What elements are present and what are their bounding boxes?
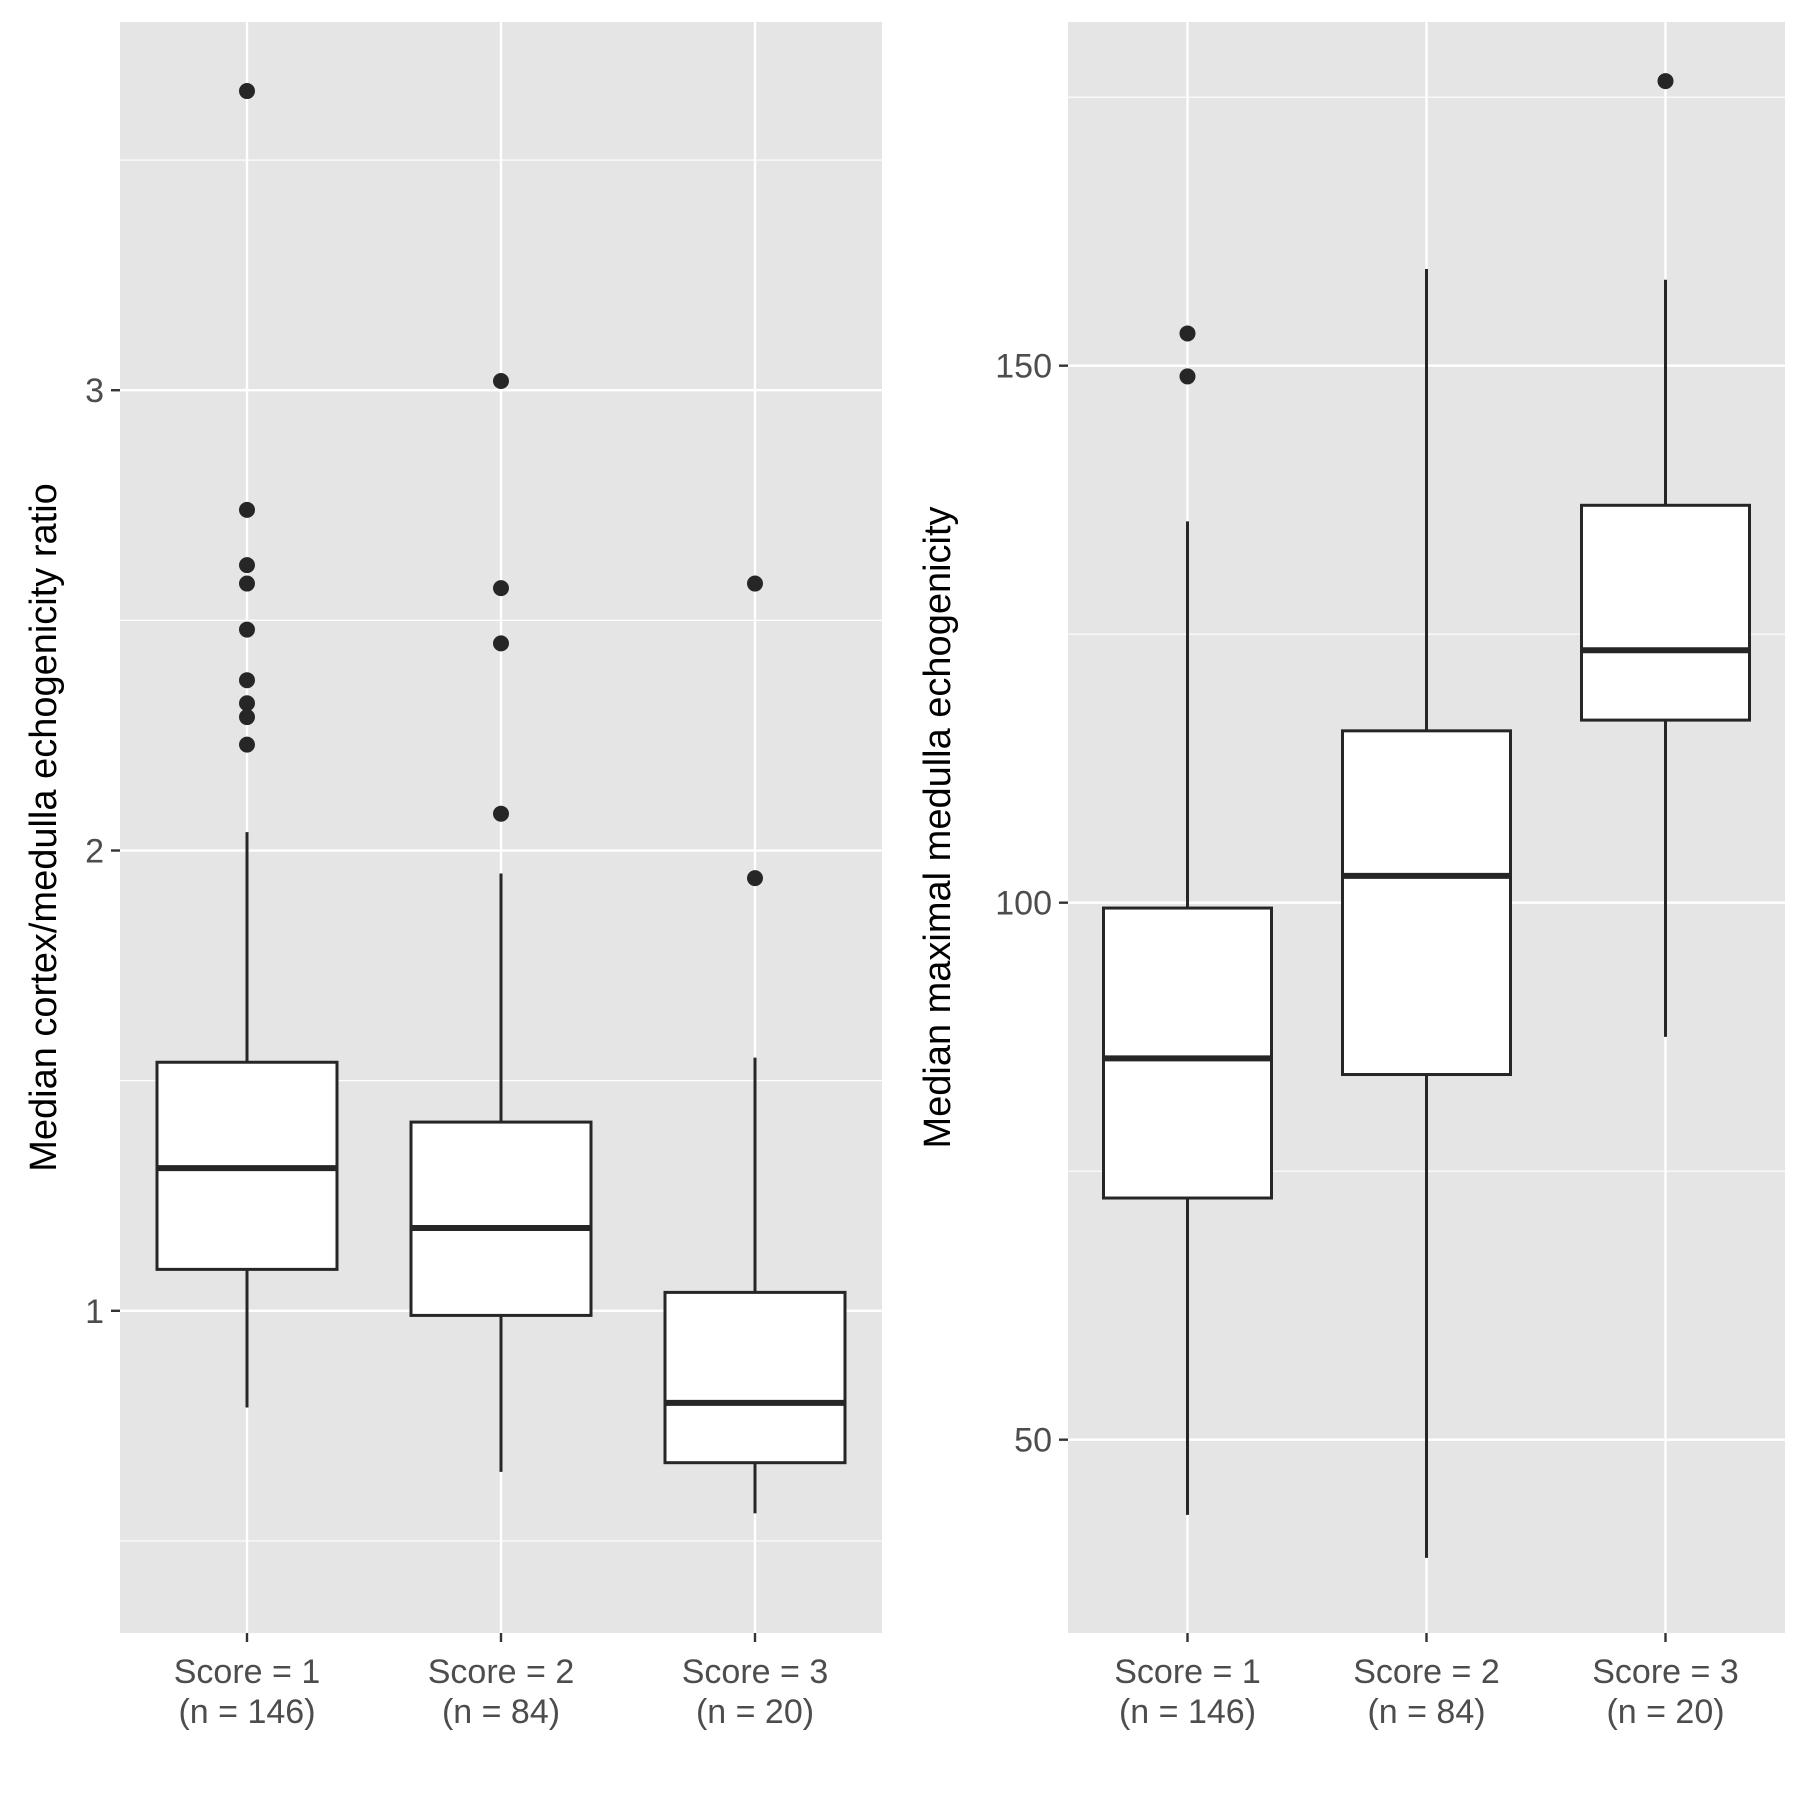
outlier-point [239, 501, 255, 518]
x-tick-label: Score = 3 (n = 20) [682, 1653, 828, 1731]
box-1 [1102, 325, 1273, 1515]
x-tick-label-line: Score = 1 [174, 1653, 320, 1691]
x-tick-label-line: Score = 1 [1114, 1653, 1260, 1691]
outlier-point [747, 575, 763, 592]
x-tick-label-line: (n = 146) [1119, 1693, 1256, 1731]
outlier-point [239, 709, 255, 726]
box-2 [1341, 269, 1512, 1558]
outlier-point [239, 557, 255, 574]
y-tick-label: 150 [995, 348, 1052, 386]
outlier-point [239, 83, 255, 100]
x-tick-label: Score = 1 (n = 146) [1114, 1653, 1260, 1731]
x-tick-label-line: (n = 146) [178, 1693, 315, 1731]
box-2 [409, 373, 593, 1472]
x-tick-label-line: Score = 2 [428, 1653, 574, 1691]
box-iqr [1580, 503, 1751, 722]
x-tick-label-line: Score = 3 [1592, 1653, 1738, 1691]
y-tick-label: 50 [1014, 1422, 1052, 1460]
outlier-point [493, 373, 509, 390]
y-tick-label: 100 [995, 885, 1052, 923]
x-tick-label: Score = 2 (n = 84) [1353, 1653, 1499, 1731]
x-tick-label-line: (n = 20) [1606, 1693, 1724, 1731]
outlier-point [239, 575, 255, 592]
y-tick-label: 2 [85, 833, 104, 871]
outlier-point [493, 635, 509, 652]
x-tick-label: Score = 1 (n = 146) [174, 1653, 320, 1731]
x-tick-label: Score = 3 (n = 20) [1592, 1653, 1738, 1731]
x-tick-label-line: (n = 20) [696, 1693, 814, 1731]
box-iqr [409, 1120, 593, 1317]
outlier-point [493, 805, 509, 822]
x-tick-label-line: (n = 84) [1367, 1693, 1485, 1731]
outlier-point [1179, 325, 1196, 342]
outlier-point [747, 870, 763, 887]
outlier-point [239, 736, 255, 753]
box-3 [663, 575, 847, 1514]
box-iqr [1341, 729, 1512, 1077]
y-tick-label: 1 [85, 1293, 104, 1331]
box-iqr [1102, 906, 1273, 1200]
outlier-point [1179, 368, 1196, 385]
x-tick-label-line: (n = 84) [442, 1693, 560, 1731]
box-1 [155, 83, 339, 1408]
y-axis-title: Median maximal medulla echogenicity [917, 506, 959, 1148]
outlier-point [493, 580, 509, 597]
outlier-point [1657, 73, 1674, 90]
y-axis-title: Median cortex/medulla echogenicity ratio [23, 483, 65, 1172]
y-tick-label: 3 [85, 372, 104, 410]
outlier-point [239, 695, 255, 712]
box-iqr [663, 1290, 847, 1465]
x-tick-label-line: Score = 3 [682, 1653, 828, 1691]
outlier-point [239, 672, 255, 689]
x-tick-label: Score = 2 (n = 84) [428, 1653, 574, 1731]
box-3 [1580, 73, 1751, 1037]
x-tick-label-line: Score = 2 [1353, 1653, 1499, 1691]
outlier-point [239, 621, 255, 638]
